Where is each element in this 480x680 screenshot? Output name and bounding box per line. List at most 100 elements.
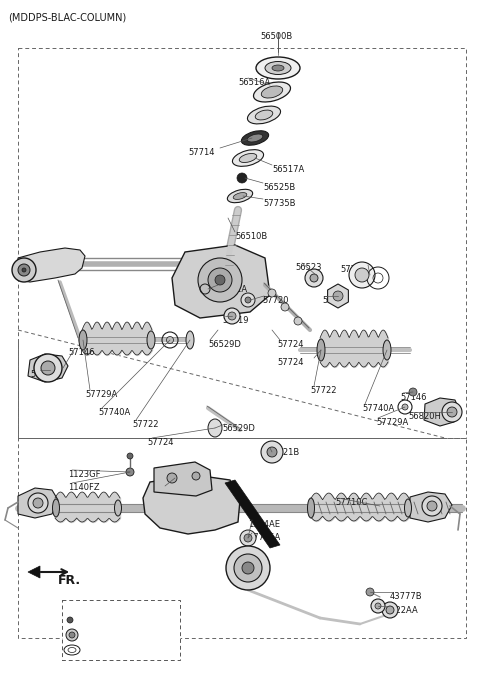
Text: 1022AA: 1022AA (385, 606, 418, 615)
Polygon shape (424, 398, 460, 426)
Ellipse shape (79, 330, 87, 350)
Text: 57737: 57737 (322, 296, 349, 305)
Text: 57710C: 57710C (335, 498, 367, 507)
Circle shape (215, 275, 225, 285)
Ellipse shape (355, 268, 369, 282)
Circle shape (226, 546, 270, 590)
Ellipse shape (228, 189, 252, 203)
Circle shape (268, 289, 276, 297)
Circle shape (261, 441, 283, 463)
FancyBboxPatch shape (62, 600, 180, 660)
Polygon shape (410, 492, 452, 522)
Text: 57724: 57724 (277, 358, 303, 367)
Text: 57735B: 57735B (263, 199, 296, 208)
Circle shape (126, 468, 134, 476)
Ellipse shape (241, 131, 269, 146)
Polygon shape (28, 354, 68, 382)
Text: (16MY): (16MY) (68, 604, 100, 613)
Text: 53371C: 53371C (88, 630, 120, 639)
Text: 56820J: 56820J (30, 370, 59, 379)
Text: 57280: 57280 (162, 486, 189, 495)
Circle shape (244, 534, 252, 542)
Text: 1140FZ: 1140FZ (68, 483, 100, 492)
Text: 56510B: 56510B (235, 232, 267, 241)
Circle shape (366, 588, 374, 596)
Ellipse shape (147, 331, 155, 349)
Text: 57740A: 57740A (98, 408, 130, 417)
Ellipse shape (167, 337, 173, 343)
Text: 57720: 57720 (262, 296, 288, 305)
Ellipse shape (208, 419, 222, 437)
Circle shape (28, 493, 48, 513)
Circle shape (422, 496, 442, 516)
Polygon shape (225, 480, 280, 548)
Polygon shape (143, 475, 240, 534)
Text: 57729A: 57729A (85, 390, 117, 399)
Text: 57724: 57724 (147, 438, 173, 447)
Ellipse shape (239, 154, 257, 163)
Ellipse shape (253, 82, 290, 102)
Circle shape (69, 632, 75, 638)
Text: 56516A: 56516A (238, 78, 270, 87)
Ellipse shape (272, 65, 284, 71)
Circle shape (41, 361, 55, 375)
Text: 57740A: 57740A (362, 404, 394, 413)
Circle shape (294, 317, 302, 325)
Circle shape (409, 388, 417, 396)
Ellipse shape (255, 110, 273, 120)
Ellipse shape (247, 134, 263, 142)
Circle shape (228, 312, 236, 320)
Text: 56517A: 56517A (272, 165, 304, 174)
Text: 1430AK: 1430AK (88, 615, 120, 624)
Text: 57714: 57714 (188, 148, 215, 157)
Polygon shape (154, 462, 212, 496)
Circle shape (242, 562, 254, 574)
Circle shape (34, 354, 62, 382)
Circle shape (386, 606, 394, 614)
Circle shape (67, 617, 73, 623)
Ellipse shape (115, 500, 121, 516)
Circle shape (310, 274, 318, 282)
Ellipse shape (52, 499, 60, 517)
Text: 43777B: 43777B (390, 592, 422, 601)
Polygon shape (172, 245, 270, 318)
Circle shape (241, 293, 255, 307)
Text: 56529D: 56529D (222, 424, 255, 433)
Ellipse shape (256, 57, 300, 79)
Circle shape (198, 258, 242, 302)
Polygon shape (28, 566, 40, 578)
Ellipse shape (261, 86, 283, 98)
Circle shape (237, 173, 247, 183)
Text: 53725: 53725 (88, 645, 115, 654)
Text: 57722: 57722 (310, 386, 336, 395)
Text: 57719: 57719 (222, 316, 249, 325)
Text: 56523: 56523 (295, 263, 322, 272)
Text: 57724: 57724 (277, 340, 303, 349)
Circle shape (333, 291, 343, 301)
Circle shape (234, 554, 262, 582)
Text: 57729A: 57729A (376, 418, 408, 427)
Ellipse shape (265, 61, 291, 75)
Circle shape (18, 264, 30, 276)
Polygon shape (18, 248, 85, 282)
Ellipse shape (405, 499, 411, 517)
Circle shape (442, 402, 462, 422)
Circle shape (192, 472, 200, 480)
Circle shape (167, 473, 177, 483)
Circle shape (382, 602, 398, 618)
Text: 56500B: 56500B (260, 32, 292, 41)
Circle shape (240, 530, 256, 546)
Ellipse shape (233, 192, 247, 199)
Circle shape (33, 498, 43, 508)
Circle shape (447, 407, 457, 417)
Text: 56525B: 56525B (263, 183, 295, 192)
Circle shape (224, 308, 240, 324)
Polygon shape (18, 488, 58, 518)
Circle shape (305, 269, 323, 287)
Text: (MDDPS-BLAC-COLUMN): (MDDPS-BLAC-COLUMN) (8, 12, 126, 22)
Text: 56820H: 56820H (408, 412, 441, 421)
Ellipse shape (317, 339, 325, 361)
Text: 57146: 57146 (400, 393, 427, 402)
Circle shape (245, 297, 251, 303)
Ellipse shape (248, 106, 280, 124)
